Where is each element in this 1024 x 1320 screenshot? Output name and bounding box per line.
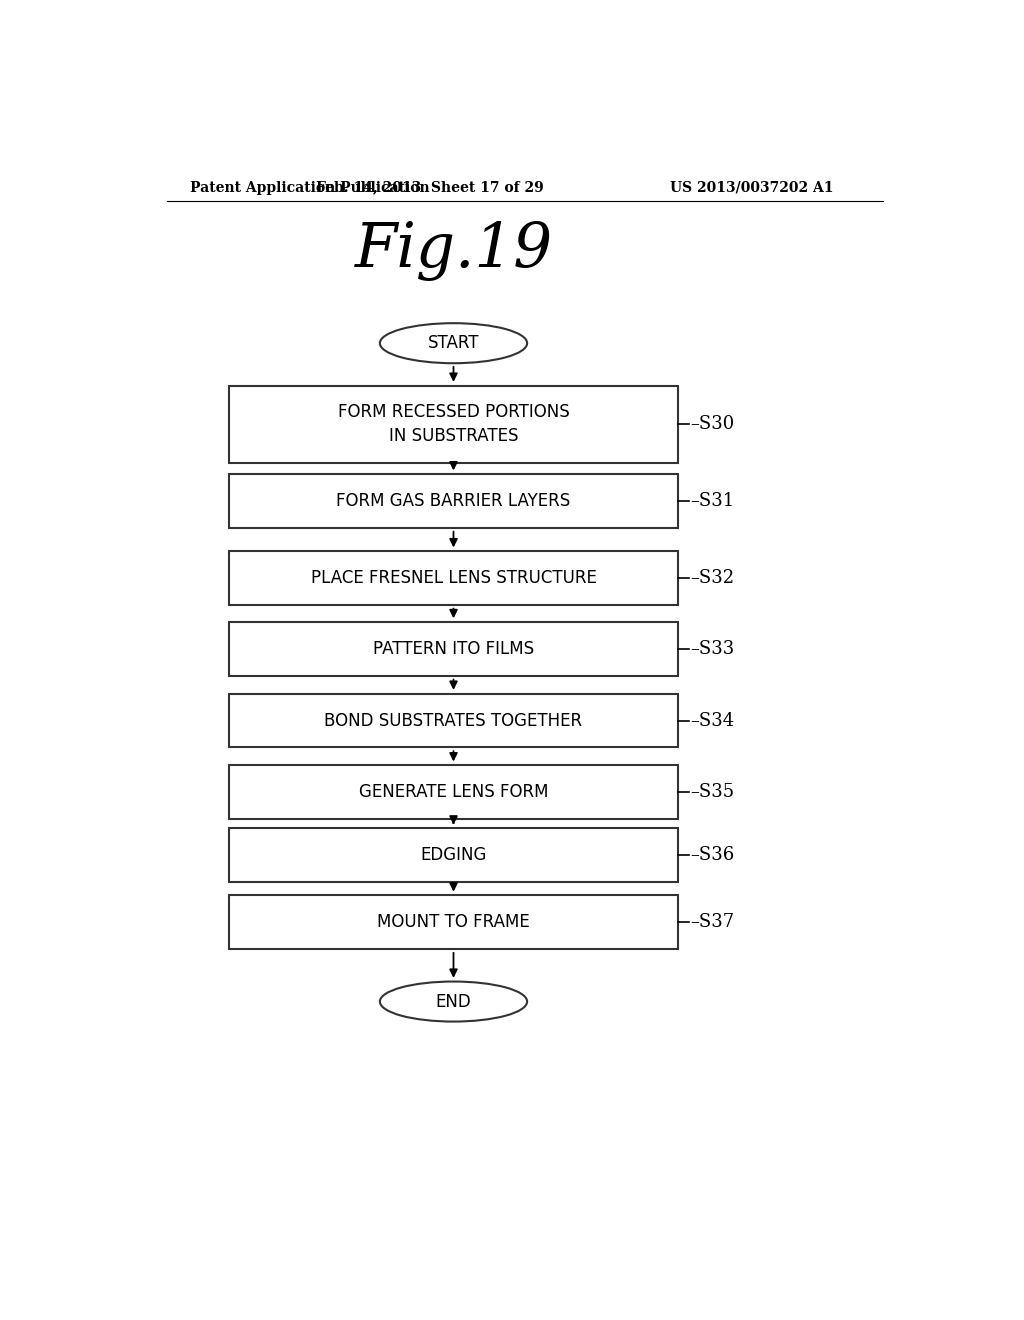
Text: GENERATE LENS FORM: GENERATE LENS FORM <box>358 783 548 801</box>
Text: Feb. 14, 2013  Sheet 17 of 29: Feb. 14, 2013 Sheet 17 of 29 <box>316 181 544 194</box>
Text: –S33: –S33 <box>690 640 735 657</box>
Text: –S36: –S36 <box>690 846 735 865</box>
FancyBboxPatch shape <box>228 552 678 605</box>
FancyBboxPatch shape <box>228 622 678 676</box>
FancyBboxPatch shape <box>228 895 678 949</box>
Text: –S37: –S37 <box>690 913 735 931</box>
Text: –S30: –S30 <box>690 414 735 433</box>
Text: MOUNT TO FRAME: MOUNT TO FRAME <box>377 913 529 931</box>
Text: END: END <box>435 993 471 1011</box>
Text: FORM RECESSED PORTIONS
IN SUBSTRATES: FORM RECESSED PORTIONS IN SUBSTRATES <box>338 403 569 445</box>
FancyBboxPatch shape <box>228 829 678 882</box>
Text: Patent Application Publication: Patent Application Publication <box>190 181 430 194</box>
Text: PATTERN ITO FILMS: PATTERN ITO FILMS <box>373 640 535 657</box>
FancyBboxPatch shape <box>228 474 678 528</box>
Ellipse shape <box>380 982 527 1022</box>
Text: –S35: –S35 <box>690 783 735 801</box>
Text: EDGING: EDGING <box>420 846 486 865</box>
FancyBboxPatch shape <box>228 693 678 747</box>
Text: BOND SUBSTRATES TOGETHER: BOND SUBSTRATES TOGETHER <box>325 711 583 730</box>
Text: PLACE FRESNEL LENS STRUCTURE: PLACE FRESNEL LENS STRUCTURE <box>310 569 596 587</box>
Text: Fig.19: Fig.19 <box>354 220 553 281</box>
Text: FORM GAS BARRIER LAYERS: FORM GAS BARRIER LAYERS <box>336 492 570 510</box>
FancyBboxPatch shape <box>228 385 678 462</box>
Text: –S32: –S32 <box>690 569 735 587</box>
Text: –S34: –S34 <box>690 711 735 730</box>
FancyBboxPatch shape <box>228 766 678 818</box>
Ellipse shape <box>380 323 527 363</box>
Text: START: START <box>428 334 479 352</box>
Text: US 2013/0037202 A1: US 2013/0037202 A1 <box>671 181 834 194</box>
Text: –S31: –S31 <box>690 492 735 510</box>
